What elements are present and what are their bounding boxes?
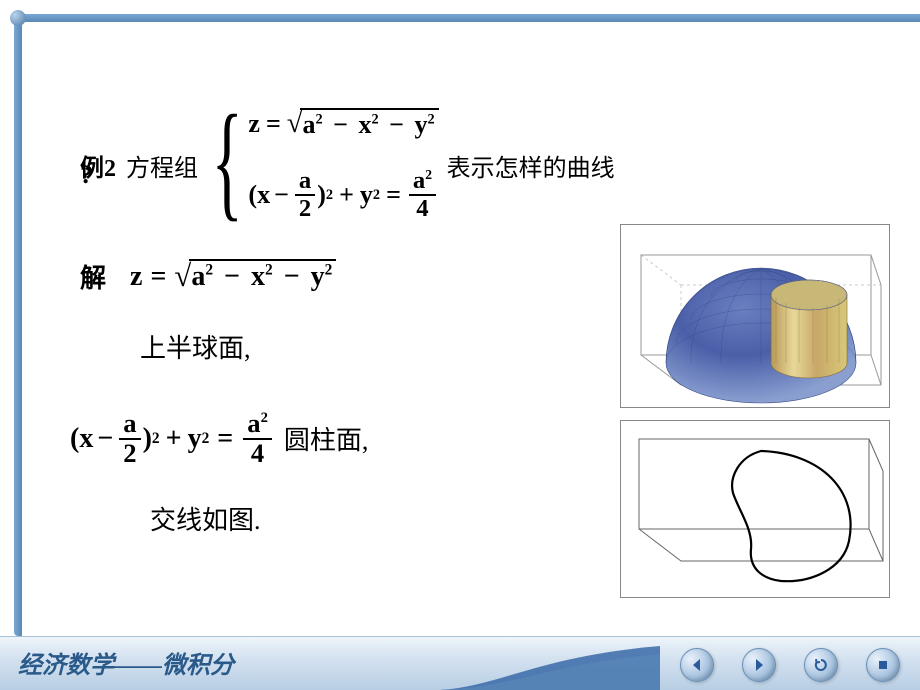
nav-controls — [680, 648, 900, 682]
minus: − — [284, 261, 300, 292]
x: x — [257, 180, 270, 210]
question-mark: ? — [80, 160, 93, 190]
sqrt: √ a2 − x2 − y2 — [287, 108, 439, 140]
z: z — [130, 261, 142, 293]
equals: = — [266, 109, 281, 139]
sq: 2 — [315, 111, 322, 127]
minus: − — [333, 110, 348, 139]
intersection-text: 交线如图. — [150, 500, 261, 537]
two: 2 — [119, 440, 140, 468]
x: x — [251, 261, 265, 292]
frac-a2-4: a24 — [409, 168, 436, 222]
y: y — [414, 110, 427, 139]
a: a — [191, 261, 205, 292]
y: y — [311, 261, 325, 292]
frac-a2: a2 — [295, 168, 315, 222]
triangle-left-icon — [689, 657, 705, 673]
cylinder-eq: ( x − a2 )2 + y2 = a24 — [70, 410, 274, 468]
paren: ( — [248, 180, 257, 210]
a: a — [295, 168, 315, 196]
sq: 2 — [427, 111, 434, 127]
four: 4 — [247, 440, 268, 468]
frame-left — [14, 14, 22, 636]
paren: ) — [143, 423, 152, 455]
example-prefix: 方程组 — [126, 148, 198, 183]
sq: 2 — [425, 167, 432, 182]
nav-stop-button[interactable] — [866, 648, 900, 682]
sq: 2 — [371, 111, 378, 127]
minus: − — [274, 180, 289, 210]
a: a — [119, 410, 140, 440]
footer-title: 经济数学——微积分 — [18, 645, 234, 680]
a: a — [302, 110, 315, 139]
x: x — [358, 110, 371, 139]
frac-a2: a2 — [119, 410, 140, 468]
sq: 2 — [202, 430, 210, 448]
sq: 2 — [265, 262, 273, 279]
sq: 2 — [152, 430, 160, 448]
viviani-curve — [732, 451, 850, 581]
fig2-svg — [621, 421, 891, 599]
system-eq1: z = √ a2 − x2 − y2 — [248, 108, 438, 140]
four: 4 — [412, 196, 432, 222]
stop-icon — [875, 657, 891, 673]
num: a2 — [409, 168, 436, 196]
footer-swoosh — [440, 636, 660, 690]
example-line: 例2 方程组 { z = √ a2 − x2 − y2 — [80, 108, 615, 222]
nav-next-button[interactable] — [742, 648, 776, 682]
frame-top — [14, 14, 920, 22]
sq: 2 — [261, 410, 268, 426]
sq: 2 — [326, 187, 333, 204]
equals: = — [217, 423, 233, 455]
radicand: a2 − x2 − y2 — [300, 108, 438, 140]
paren: ( — [70, 423, 79, 455]
cylinder-line: ( x − a2 )2 + y2 = a24 圆柱面, — [70, 410, 368, 468]
frac-a2-4: a24 — [243, 410, 272, 468]
content-area: 例2 方程组 { z = √ a2 − x2 − y2 — [60, 40, 900, 620]
solution-label: 解 — [80, 258, 106, 295]
y: y — [188, 423, 202, 455]
triangle-right-icon — [751, 657, 767, 673]
x: x — [79, 423, 93, 455]
sq: 2 — [325, 262, 333, 279]
sqrt: √ a2 − x2 − y2 — [174, 259, 336, 294]
num: a2 — [243, 410, 272, 440]
equals: = — [386, 180, 401, 210]
equation-system: z = √ a2 − x2 − y2 ( x — [248, 108, 438, 222]
two: 2 — [295, 196, 315, 222]
plus: + — [339, 180, 354, 210]
corner-ornament — [10, 10, 26, 26]
solution-line-1: 解 z = √ a2 − x2 − y2 — [80, 258, 336, 295]
radicand: a2 − x2 − y2 — [189, 259, 336, 293]
paren: ) — [317, 180, 326, 210]
nav-refresh-button[interactable] — [804, 648, 838, 682]
hemisphere-eq: z = √ a2 − x2 − y2 — [130, 259, 336, 294]
fig1-svg — [621, 225, 891, 409]
hemisphere-text: 上半球面, — [140, 328, 251, 365]
figure-hemisphere-cylinder — [620, 224, 890, 408]
cylinder — [771, 280, 847, 378]
minus: − — [224, 261, 240, 292]
refresh-icon — [813, 657, 829, 673]
sq: 2 — [205, 262, 213, 279]
a: a — [247, 408, 260, 438]
a: a — [413, 167, 425, 194]
var-z: z — [248, 109, 260, 139]
sq: 2 — [373, 187, 380, 204]
cylinder-text: 圆柱面, — [284, 420, 369, 457]
figure-viviani-curve — [620, 420, 890, 598]
nav-prev-button[interactable] — [680, 648, 714, 682]
y: y — [360, 180, 373, 210]
minus: − — [97, 423, 113, 455]
equals: = — [150, 261, 166, 293]
example-suffix: 表示怎样的曲线 — [447, 148, 615, 183]
system-eq2: ( x − a2 )2 + y2 = a24 — [248, 168, 438, 222]
minus: − — [389, 110, 404, 139]
footer-bar: 经济数学——微积分 — [0, 636, 920, 690]
plus: + — [166, 423, 182, 455]
slide: 例2 方程组 { z = √ a2 − x2 − y2 — [0, 0, 920, 690]
